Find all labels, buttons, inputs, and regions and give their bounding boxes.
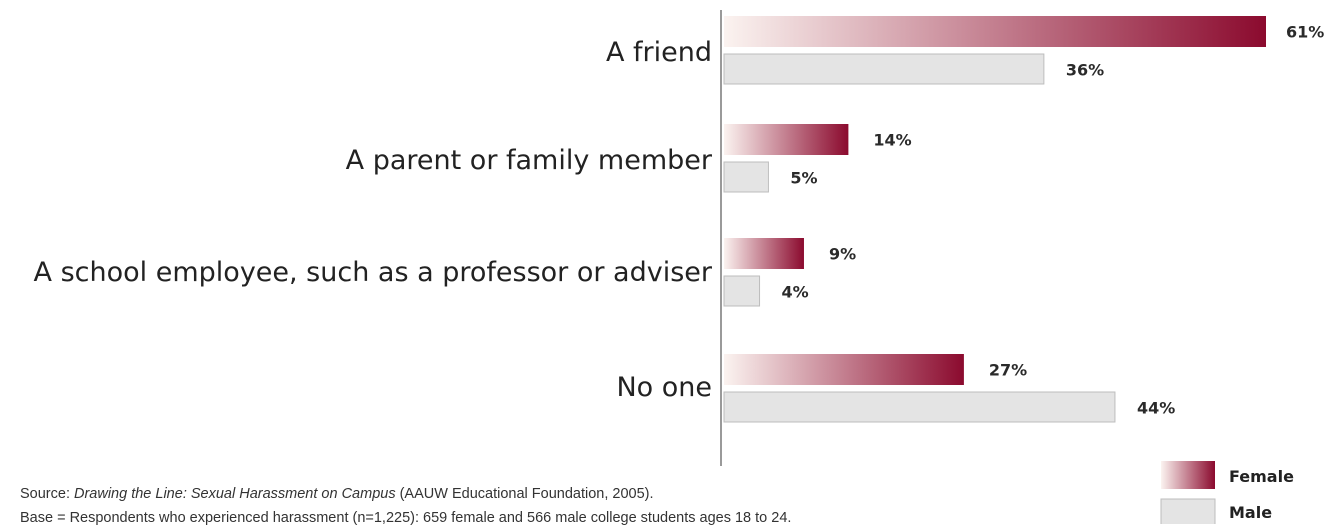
source-suffix: (AAUW Educational Foundation, 2005). <box>395 486 654 502</box>
source-note: Source: Drawing the Line: Sexual Harassm… <box>20 486 654 502</box>
value-label-female-a-parent-or-family-member: 14% <box>873 131 911 150</box>
bar-male-a-school-employee-such-as-a-professor-or-adviser <box>723 275 761 307</box>
bar-female-a-school-employee-such-as-a-professor-or-adviser <box>724 238 804 269</box>
bar-male-no-one <box>723 391 1116 423</box>
source-prefix: Source: <box>20 486 74 502</box>
bar-female-no-one <box>724 354 964 385</box>
value-label-male-no-one: 44% <box>1137 399 1175 418</box>
legend-label-female: Female <box>1229 467 1294 486</box>
legend-swatch-female <box>1161 461 1215 489</box>
bar-male-a-friend <box>723 53 1045 85</box>
source-title: Drawing the Line: Sexual Harassment on C… <box>74 486 396 502</box>
category-label-no-one: No one <box>616 372 712 403</box>
legend: Female Male <box>1160 461 1294 524</box>
legend-label-male: Male <box>1229 503 1272 522</box>
value-label-male-a-school-employee-such-as-a-professor-or-adviser: 4% <box>782 283 809 302</box>
category-label-a-school-employee-such-as-a-professor-or-adviser: A school employee, such as a professor o… <box>34 257 713 288</box>
value-label-male-a-friend: 36% <box>1066 61 1104 80</box>
value-label-female-no-one: 27% <box>989 361 1027 380</box>
category-label-a-friend: A friend <box>606 37 712 68</box>
category-label-a-parent-or-family-member: A parent or family member <box>346 145 713 176</box>
base-note: Base = Respondents who experienced haras… <box>20 510 792 526</box>
value-label-female-a-school-employee-such-as-a-professor-or-adviser: 9% <box>829 245 856 264</box>
value-label-male-a-parent-or-family-member: 5% <box>790 169 817 188</box>
legend-swatch-male <box>1160 498 1216 524</box>
value-label-female-a-friend: 61% <box>1286 23 1324 42</box>
bar-female-a-parent-or-family-member <box>724 124 849 155</box>
bar-female-a-friend <box>724 16 1266 47</box>
bar-male-a-parent-or-family-member <box>723 161 769 193</box>
